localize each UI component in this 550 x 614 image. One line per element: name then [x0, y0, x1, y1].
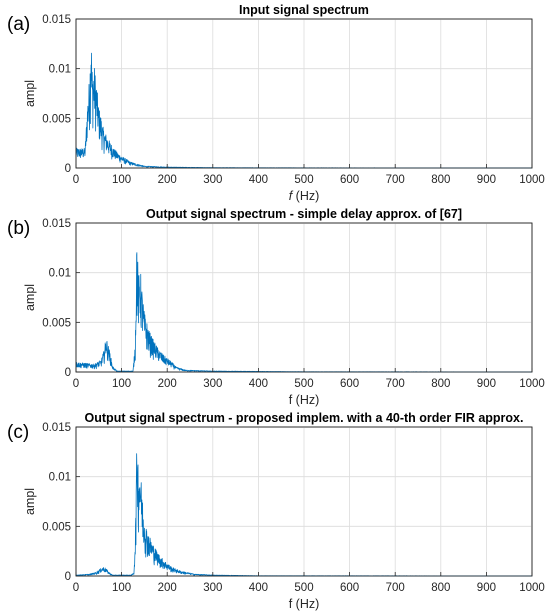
panel-title: Output signal spectrum - proposed implem…	[85, 411, 524, 425]
x-tick-label: 300	[203, 174, 222, 186]
x-axis-label-unit: f (Hz)	[289, 393, 320, 407]
y-tick-label: 0	[65, 571, 71, 583]
x-tick-label: 600	[340, 378, 359, 390]
x-axis-label-unit: f (Hz)	[289, 597, 320, 611]
x-axis-label: f (Hz)	[289, 189, 320, 203]
panel-title: Output signal spectrum - simple delay ap…	[146, 207, 462, 221]
panel-title: Input signal spectrum	[239, 3, 369, 17]
x-tick-label: 700	[386, 378, 405, 390]
y-tick-label: 0.015	[42, 218, 71, 230]
panel-label: (c)	[7, 422, 29, 443]
x-tick-label: 900	[477, 174, 496, 186]
panel-label: (b)	[7, 218, 30, 239]
y-axis-label: ampl	[23, 488, 37, 515]
x-tick-label: 100	[112, 378, 131, 390]
x-tick-label: 400	[249, 174, 268, 186]
x-tick-label: 200	[158, 582, 177, 594]
x-tick-label: 500	[294, 378, 313, 390]
x-tick-label: 1000	[519, 582, 545, 594]
x-tick-label: 800	[431, 378, 450, 390]
x-tick-label: 300	[203, 378, 222, 390]
x-tick-label: 600	[340, 582, 359, 594]
x-tick-label: 1000	[519, 378, 545, 390]
x-axis-label-symbol: f	[289, 189, 294, 203]
x-tick-label: 500	[294, 582, 313, 594]
x-axis-label: f (Hz)	[289, 597, 320, 611]
x-axis-label: f (Hz)	[289, 393, 320, 407]
y-tick-label: 0.005	[42, 113, 71, 125]
x-tick-label: 400	[249, 582, 268, 594]
x-tick-label: 100	[112, 174, 131, 186]
x-tick-label: 300	[203, 582, 222, 594]
y-axis-label: ampl	[23, 80, 37, 107]
y-tick-label: 0	[65, 367, 71, 379]
x-tick-label: 500	[294, 174, 313, 186]
x-axis-label-unit: (Hz)	[292, 189, 319, 203]
x-tick-label: 700	[386, 582, 405, 594]
x-tick-label: 800	[431, 582, 450, 594]
x-tick-label: 900	[477, 582, 496, 594]
y-tick-label: 0.005	[42, 521, 71, 533]
panel-label: (a)	[7, 14, 30, 35]
y-axis-label: ampl	[23, 284, 37, 311]
x-tick-label: 100	[112, 582, 131, 594]
x-tick-label: 0	[73, 378, 79, 390]
y-tick-label: 0.005	[42, 317, 71, 329]
y-tick-label: 0	[65, 163, 71, 175]
y-tick-label: 0.015	[42, 422, 71, 434]
x-tick-label: 1000	[519, 174, 545, 186]
x-tick-label: 200	[158, 174, 177, 186]
y-tick-label: 0.01	[49, 64, 71, 76]
x-tick-label: 900	[477, 378, 496, 390]
y-tick-label: 0.01	[49, 268, 71, 280]
y-tick-label: 0.015	[42, 14, 71, 26]
x-tick-label: 800	[431, 174, 450, 186]
x-tick-label: 400	[249, 378, 268, 390]
x-tick-label: 0	[73, 174, 79, 186]
x-tick-label: 200	[158, 378, 177, 390]
x-tick-label: 0	[73, 582, 79, 594]
x-tick-label: 600	[340, 174, 359, 186]
y-tick-label: 0.01	[49, 472, 71, 484]
x-tick-label: 700	[386, 174, 405, 186]
